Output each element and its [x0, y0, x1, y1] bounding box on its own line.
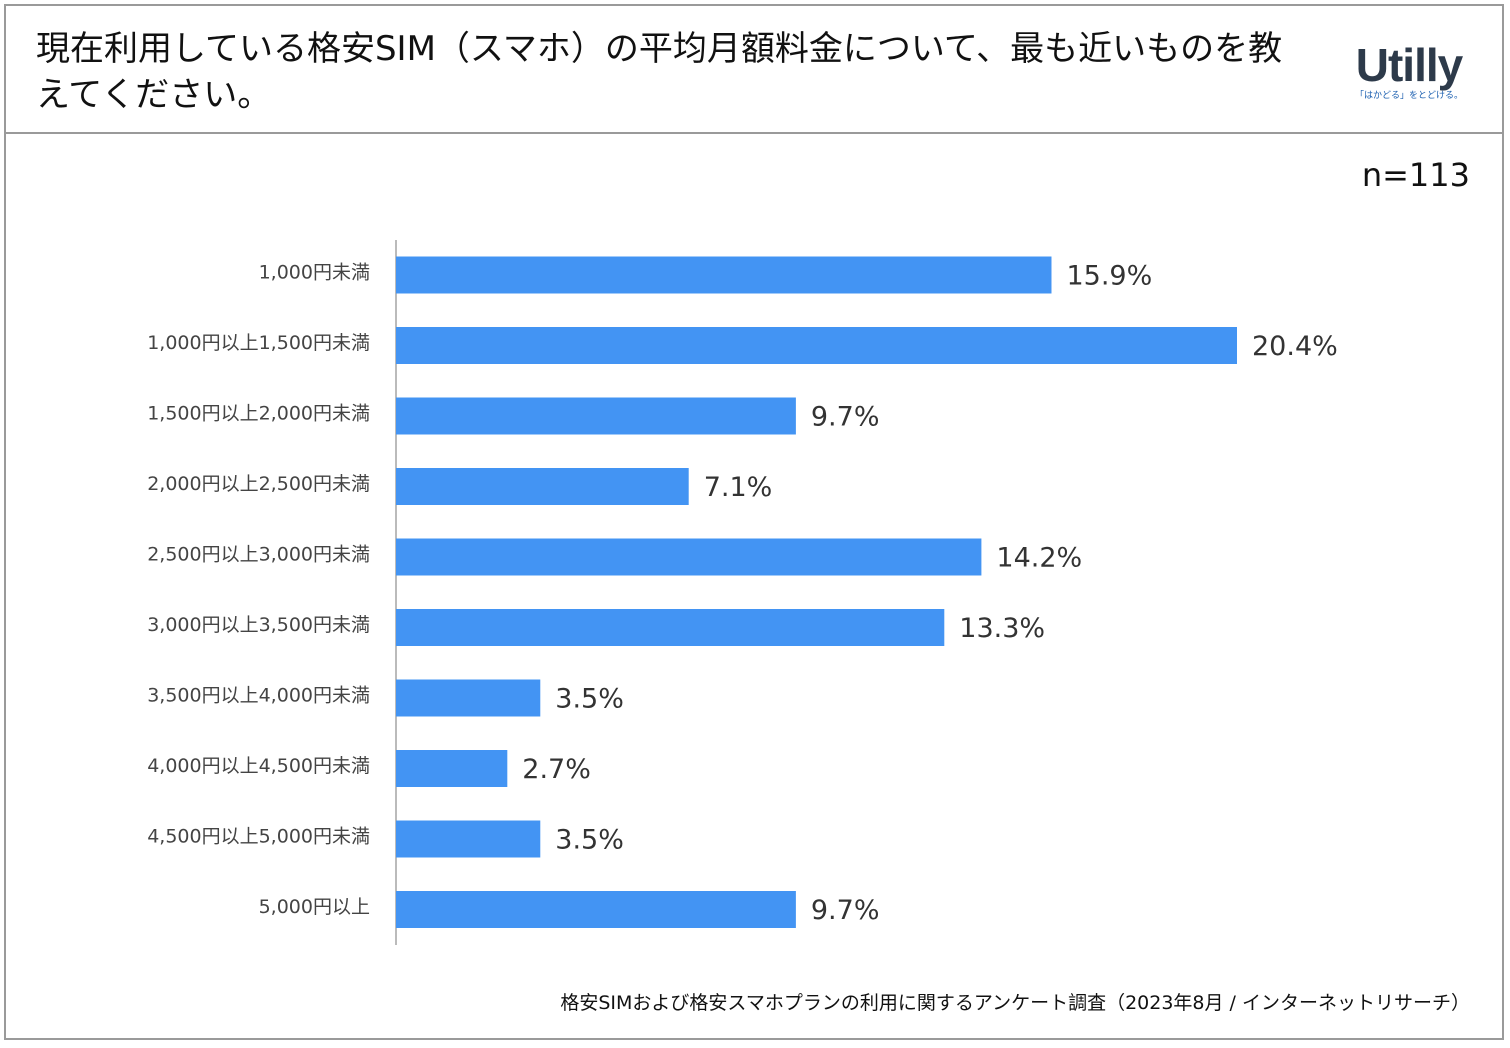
bar [396, 679, 541, 717]
value-label: 14.2% [996, 543, 1082, 574]
category-label: 3,000円以上3,500円未満 [147, 614, 370, 636]
category-label: 5,000円以上 [259, 896, 370, 918]
bar [396, 397, 796, 435]
value-label: 9.7% [811, 895, 880, 926]
value-label: 9.7% [811, 402, 880, 433]
category-label: 4,000円以上4,500円未満 [147, 755, 370, 777]
value-label: 7.1% [704, 472, 773, 503]
category-label: 1,500円以上2,000円未満 [147, 403, 370, 425]
bar [396, 327, 1237, 364]
bar-chart: 1,000円未満 15.9% 1,000円以上1,500円未満 20.4% 1,500円… [147, 240, 1338, 945]
category-label: 1,000円未満 [259, 262, 370, 284]
value-label: 15.9% [1066, 261, 1152, 292]
category-label: 2,000円以上2,500円未満 [147, 473, 370, 495]
bar [396, 609, 945, 646]
bar [396, 538, 982, 576]
category-label: 3,500円以上4,000円未満 [147, 685, 370, 707]
value-label: 13.3% [959, 613, 1045, 644]
value-label: 2.7% [522, 754, 591, 785]
value-label: 3.5% [555, 684, 624, 715]
value-label: 3.5% [555, 825, 624, 856]
chart-frame: 現在利用している格安SIM（スマホ）の平均月額料金について、最も近いものを教えて… [4, 4, 1504, 1040]
sample-size-label: n=113 [1361, 156, 1470, 194]
logo-tagline: 「はかどる」をとどける。 [1354, 91, 1463, 101]
logo-wordmark: Utilly [1355, 39, 1463, 91]
source-note: 格安SIMおよび格安スマホプランの利用に関するアンケート調査（2023年8月 /… [560, 992, 1470, 1014]
bar [396, 891, 796, 928]
category-label: 1,000円以上1,500円未満 [147, 332, 370, 354]
bar [396, 750, 508, 787]
category-label: 4,500円以上5,000円未満 [147, 826, 370, 848]
header: 現在利用している格安SIM（スマホ）の平均月額料金について、最も近いものを教えて… [6, 6, 1502, 134]
bar [396, 820, 541, 858]
logo: Utilly 「はかどる」をとどける。 [1344, 42, 1474, 102]
category-label: 2,500円以上3,000円未満 [147, 544, 370, 566]
value-label: 20.4% [1252, 331, 1338, 362]
chart-title: 現在利用している格安SIM（スマホ）の平均月額料金について、最も近いものを教えて… [36, 29, 1283, 115]
bar [396, 468, 689, 505]
bar [396, 256, 1052, 294]
